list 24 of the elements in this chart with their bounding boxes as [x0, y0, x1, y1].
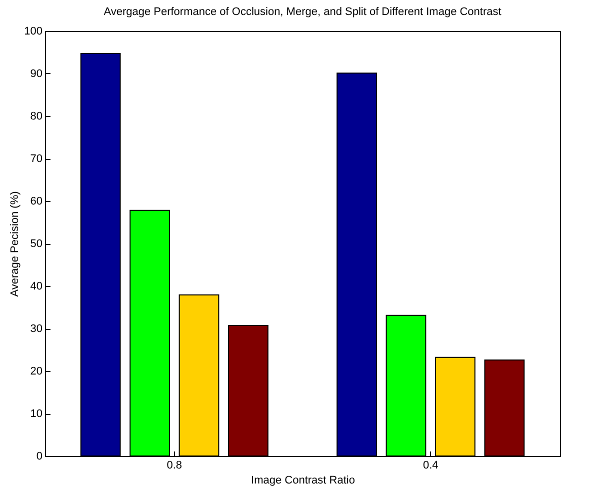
- y-tick-label: 40: [30, 280, 42, 292]
- bar: [435, 356, 476, 456]
- y-tick-label: 100: [24, 26, 42, 38]
- x-axis-title: Image Contrast Ratio: [251, 474, 355, 486]
- bar: [130, 210, 170, 456]
- y-tick-label: 60: [30, 196, 42, 208]
- y-tick-label: 80: [30, 110, 42, 122]
- y-tick-label: 90: [30, 68, 42, 80]
- y-tick-label: 0: [36, 450, 42, 462]
- bar: [336, 72, 377, 456]
- y-tick-label: 30: [30, 323, 42, 335]
- y-tick-label: 10: [30, 408, 42, 420]
- y-tick-label: 20: [30, 366, 42, 378]
- bar: [386, 314, 426, 456]
- y-tick-label: 50: [30, 238, 42, 250]
- bar: [80, 53, 121, 456]
- y-axis-title: Average Pecision (%): [9, 191, 22, 297]
- x-tick-label: 0.4: [422, 460, 438, 472]
- y-tick-label: 70: [30, 153, 42, 165]
- bar: [178, 294, 220, 456]
- bar: [484, 359, 525, 456]
- chart-title: Avergage Performance of Occlusion, Merge, and Split of Different Image Contrast: [104, 6, 502, 18]
- bar: [228, 325, 268, 456]
- x-tick-label: 0.8: [166, 460, 182, 472]
